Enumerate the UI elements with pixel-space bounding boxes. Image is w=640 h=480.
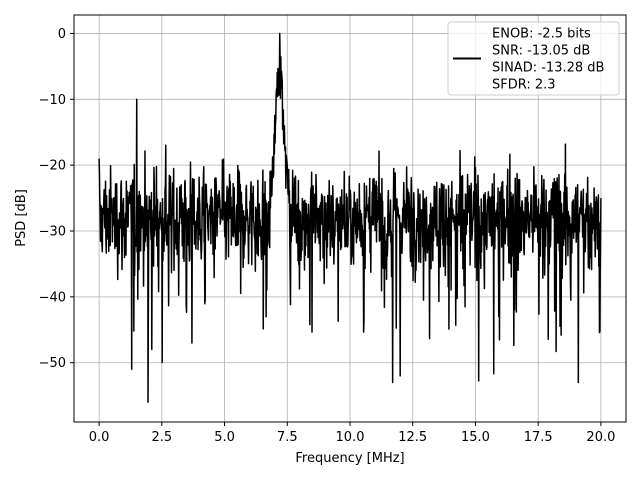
x-tick-label: 17.5 — [524, 430, 553, 445]
x-tick-label: 15.0 — [461, 430, 490, 445]
legend-entry-enob: ENOB: -2.5 bits — [492, 27, 591, 42]
y-tick-label: −10 — [39, 93, 66, 108]
x-tick-label: 7.5 — [277, 430, 298, 445]
psd-series-line — [98, 32, 602, 403]
legend-entry-snr: SNR: -13.05 dB — [492, 44, 590, 59]
x-tick-label: 5.0 — [214, 430, 235, 445]
legend-box — [447, 21, 620, 96]
legend: ENOB: -2.5 bits SNR: -13.05 dB SINAD: -1… — [447, 21, 620, 96]
y-axis-ticks: 0 −10 −20 −30 −40 −50 — [39, 27, 74, 371]
x-tick-label: 0.0 — [89, 430, 110, 445]
x-tick-label: 20.0 — [586, 430, 615, 445]
x-tick-label: 2.5 — [151, 430, 172, 445]
x-tick-label: 12.5 — [398, 430, 427, 445]
legend-entry-sfdr: SFDR: 2.3 — [492, 78, 556, 93]
y-axis-label: PSD [dB] — [14, 189, 29, 247]
y-tick-label: 0 — [58, 27, 66, 42]
y-tick-label: −30 — [39, 225, 66, 240]
x-axis-label: Frequency [MHz] — [295, 451, 404, 466]
y-tick-label: −40 — [39, 290, 66, 305]
legend-entry-sinad: SINAD: -13.28 dB — [492, 61, 604, 76]
y-tick-label: −20 — [39, 159, 66, 174]
data-series — [98, 32, 602, 403]
x-axis-ticks: 0.0 2.5 5.0 7.5 10.0 12.5 15.0 17.5 20.0 — [89, 422, 615, 445]
x-tick-label: 10.0 — [336, 430, 365, 445]
y-tick-label: −50 — [39, 356, 66, 371]
